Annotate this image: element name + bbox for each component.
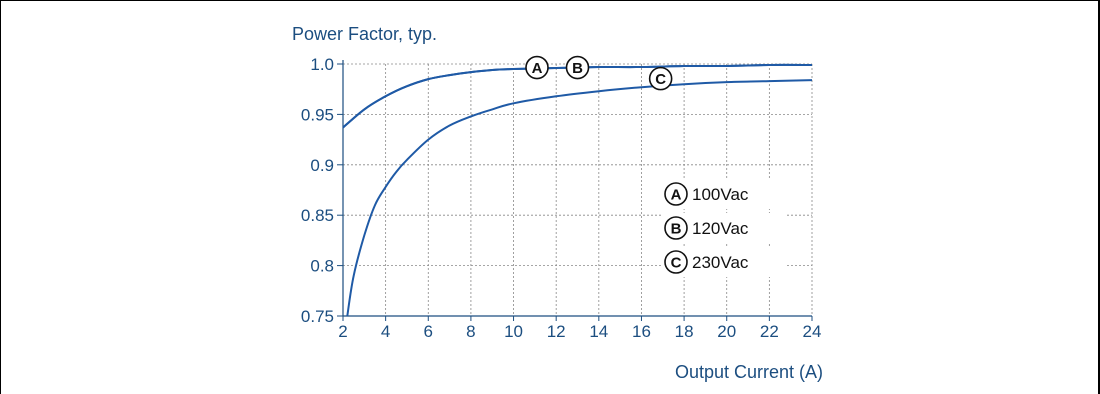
- x-tick-label: 2: [338, 322, 347, 341]
- marker-letter: C: [655, 71, 666, 88]
- legend-marker-A: A: [664, 182, 688, 206]
- frame-left-border: [0, 0, 1, 394]
- marker-circle: [664, 182, 688, 206]
- x-tick-label: 20: [717, 322, 736, 341]
- x-tick-label: 12: [547, 322, 566, 341]
- legend-label-100Vac: 100Vac: [692, 185, 749, 204]
- series-line-120Vac: [342, 63, 813, 129]
- marker-circle: [565, 55, 590, 80]
- y-tick-label: 0.85: [301, 206, 334, 225]
- x-tick-label: 24: [803, 322, 822, 341]
- x-axis-label: Output Current (A): [675, 362, 823, 382]
- y-tick-label: 0.75: [301, 307, 334, 326]
- x-tick-label: 14: [589, 322, 608, 341]
- marker-letter: B: [671, 221, 682, 238]
- marker-letter: A: [671, 187, 682, 204]
- marker-letter: B: [572, 60, 583, 77]
- marker-letter: C: [671, 255, 682, 272]
- x-tick-label: 6: [424, 322, 433, 341]
- callout-layer: A B C: [525, 55, 673, 91]
- callout-B: B: [565, 55, 590, 80]
- marker-circle: [664, 216, 688, 240]
- x-tick-label: 10: [504, 322, 523, 341]
- marker-circle: [664, 250, 688, 274]
- series-line-230Vac: [346, 79, 813, 317]
- y-axis-label: Power Factor, typ.: [292, 24, 437, 44]
- x-tick-label: 16: [632, 322, 651, 341]
- x-tick-label: 8: [466, 322, 475, 341]
- legend-label-120Vac: 120Vac: [692, 219, 749, 238]
- axis-layer: 2 4 6 8 10 12 14 16 18 20 22 240.750.80.850.90.951.…: [301, 55, 822, 341]
- y-tick-label: 0.9: [310, 156, 334, 175]
- legend-marker-B: B: [664, 216, 688, 240]
- callout-A: A: [525, 55, 549, 80]
- legend-label-230Vac: 230Vac: [692, 253, 749, 272]
- marker-circle: [648, 66, 673, 91]
- y-tick-label: 0.95: [301, 105, 334, 124]
- series-layer: [342, 63, 813, 317]
- marker-circle: [525, 55, 549, 80]
- x-tick-label: 18: [675, 322, 694, 341]
- x-tick-label: 22: [760, 322, 779, 341]
- marker-letter: A: [532, 60, 543, 77]
- x-tick-label: 4: [381, 322, 390, 341]
- legend-marker-C: C: [664, 250, 688, 274]
- y-tick-label: 1.0: [310, 55, 334, 74]
- legend-layer: A 100Vac B 120Vac C 230Vac: [662, 179, 786, 277]
- callout-C: C: [648, 66, 673, 91]
- frame-top-border: [0, 0, 1100, 1]
- y-tick-label: 0.8: [310, 257, 334, 276]
- frame-right-border: [1098, 0, 1100, 394]
